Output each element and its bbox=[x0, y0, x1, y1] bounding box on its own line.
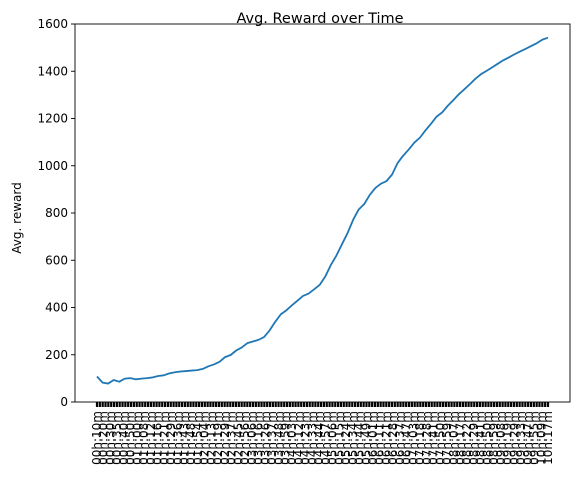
x-tick-label: 03h:26m bbox=[258, 411, 272, 465]
x-tick-label: 08h:50m bbox=[480, 411, 494, 465]
x-tick-label: 01h:21m bbox=[157, 411, 171, 465]
x-tick-label: 06h:01m bbox=[366, 411, 380, 465]
x-tick-label: 01h:00m bbox=[130, 411, 144, 465]
x-tick-label: 08h:41m bbox=[474, 411, 488, 465]
x-tick-label: 01h:08m bbox=[137, 411, 151, 465]
x-tick-label: 03h:37m bbox=[265, 411, 279, 465]
x-tick-label: 01h:16m bbox=[151, 411, 165, 465]
x-tick-label: 07h:50m bbox=[433, 411, 447, 465]
x-tick-label: 02h:13m bbox=[204, 411, 218, 465]
y-tick-label: 1200 bbox=[37, 112, 68, 126]
x-tick-label: 08h:22m bbox=[460, 411, 474, 465]
x-tick-label: 04h:23m bbox=[299, 411, 313, 465]
x-tick-label: 04h:12m bbox=[292, 411, 306, 465]
y-tick-label: 1400 bbox=[37, 64, 68, 78]
x-tick-label: 09h:55m bbox=[528, 411, 542, 465]
x-tick-label: 01h:29m bbox=[164, 411, 178, 465]
series-line bbox=[96, 36, 549, 385]
y-axis-label: Avg. reward bbox=[10, 182, 24, 253]
x-tick-label: 00h:10m bbox=[90, 411, 104, 465]
x-tick-label: 02h:45m bbox=[231, 411, 245, 465]
x-tick-label: 01h:36m bbox=[171, 411, 185, 465]
x-tick-label: 02h:29m bbox=[218, 411, 232, 465]
x-tick-label: 02h:37m bbox=[225, 411, 239, 465]
y-tick-label: 200 bbox=[45, 348, 68, 362]
x-tick-label: 08h:07m bbox=[447, 411, 461, 465]
x-axis: 00h:10m00h:20m00h:30m00h:35m00h:40m00h:5… bbox=[90, 402, 555, 465]
x-tick-label: 04h:33m bbox=[305, 411, 319, 465]
x-tick-label: 05h:44m bbox=[353, 411, 367, 465]
y-axis: 0 200 400 600 800 1000 1200 1400 1600 bbox=[37, 17, 75, 409]
x-tick-label: 02h:56m bbox=[238, 411, 252, 465]
x-tick-label: 06h:11m bbox=[373, 411, 387, 465]
x-tick-label: 08h:17m bbox=[453, 411, 467, 465]
chart-title: Avg. Reward over Time bbox=[236, 11, 403, 27]
x-tick-label: 03h:16m bbox=[252, 411, 266, 465]
x-tick-label: 04h:44m bbox=[312, 411, 326, 465]
x-tick-label: 04h:57m bbox=[319, 411, 333, 465]
y-tick-label: 1600 bbox=[37, 17, 68, 31]
x-tick-label: 01h:12m bbox=[144, 411, 158, 465]
x-tick-label: 01h:48m bbox=[184, 411, 198, 465]
x-tick-label: 03h:59m bbox=[278, 411, 292, 465]
x-tick-label: 01h:54m bbox=[191, 411, 205, 465]
y-tick-label: 0 bbox=[60, 395, 68, 409]
x-tick-label: 07h:18m bbox=[413, 411, 427, 465]
x-tick-label: 00h:40m bbox=[117, 411, 131, 465]
x-tick-label: 03h:06m bbox=[245, 411, 259, 465]
x-tick-label: 07h:59m bbox=[440, 411, 454, 465]
x-tick-label: 05h:15m bbox=[332, 411, 346, 465]
x-tick-label: 00h:20m bbox=[97, 411, 111, 465]
x-tick-label: 09h:29m bbox=[507, 411, 521, 465]
x-tick-label: 09h:19m bbox=[501, 411, 515, 465]
plot-frame bbox=[74, 23, 571, 403]
x-tick-label: 08h:29m bbox=[467, 411, 481, 465]
x-tick-label: 02h:19m bbox=[211, 411, 225, 465]
y-tick-label: 1000 bbox=[37, 159, 68, 173]
x-tick-label: 05h:34m bbox=[346, 411, 360, 465]
x-tick-label: 09h:08m bbox=[494, 411, 508, 465]
x-tick-label: 06h:37m bbox=[393, 411, 407, 465]
x-tick-label: 05h:06m bbox=[326, 411, 340, 465]
x-tick-label: 00h:50m bbox=[124, 411, 138, 465]
x-tick-label: 03h:48m bbox=[272, 411, 286, 465]
x-tick-label: 02h:04m bbox=[198, 411, 212, 465]
x-tick-label: 06h:47m bbox=[400, 411, 414, 465]
x-tick-label: 00h:30m bbox=[103, 411, 117, 465]
x-tick-label: 07h:41m bbox=[427, 411, 441, 465]
x-tick-label: 07h:28m bbox=[420, 411, 434, 465]
x-tick-label: 10h:09m bbox=[534, 411, 548, 465]
x-tick-label: 09h:33m bbox=[514, 411, 528, 465]
x-tick-label: 08h:59m bbox=[487, 411, 501, 465]
x-tick-label: 01h:43m bbox=[178, 411, 192, 465]
y-tick-label: 400 bbox=[45, 301, 68, 315]
x-tick-label: 09h:47m bbox=[521, 411, 535, 465]
y-tick-label: 600 bbox=[45, 253, 68, 267]
x-tick-label: 06h:21m bbox=[379, 411, 393, 465]
x-tick-label: 04h:03m bbox=[285, 411, 299, 465]
x-tick-label: 05h:49m bbox=[359, 411, 373, 465]
y-tick-label: 800 bbox=[45, 206, 68, 220]
x-tick-label: 10h:17m bbox=[541, 411, 555, 465]
x-tick-label: 00h:35m bbox=[110, 411, 124, 465]
x-tick-label: 05h:24m bbox=[339, 411, 353, 465]
x-tick-label: 07h:03m bbox=[406, 411, 420, 465]
x-tick-label: 06h:28m bbox=[386, 411, 400, 465]
